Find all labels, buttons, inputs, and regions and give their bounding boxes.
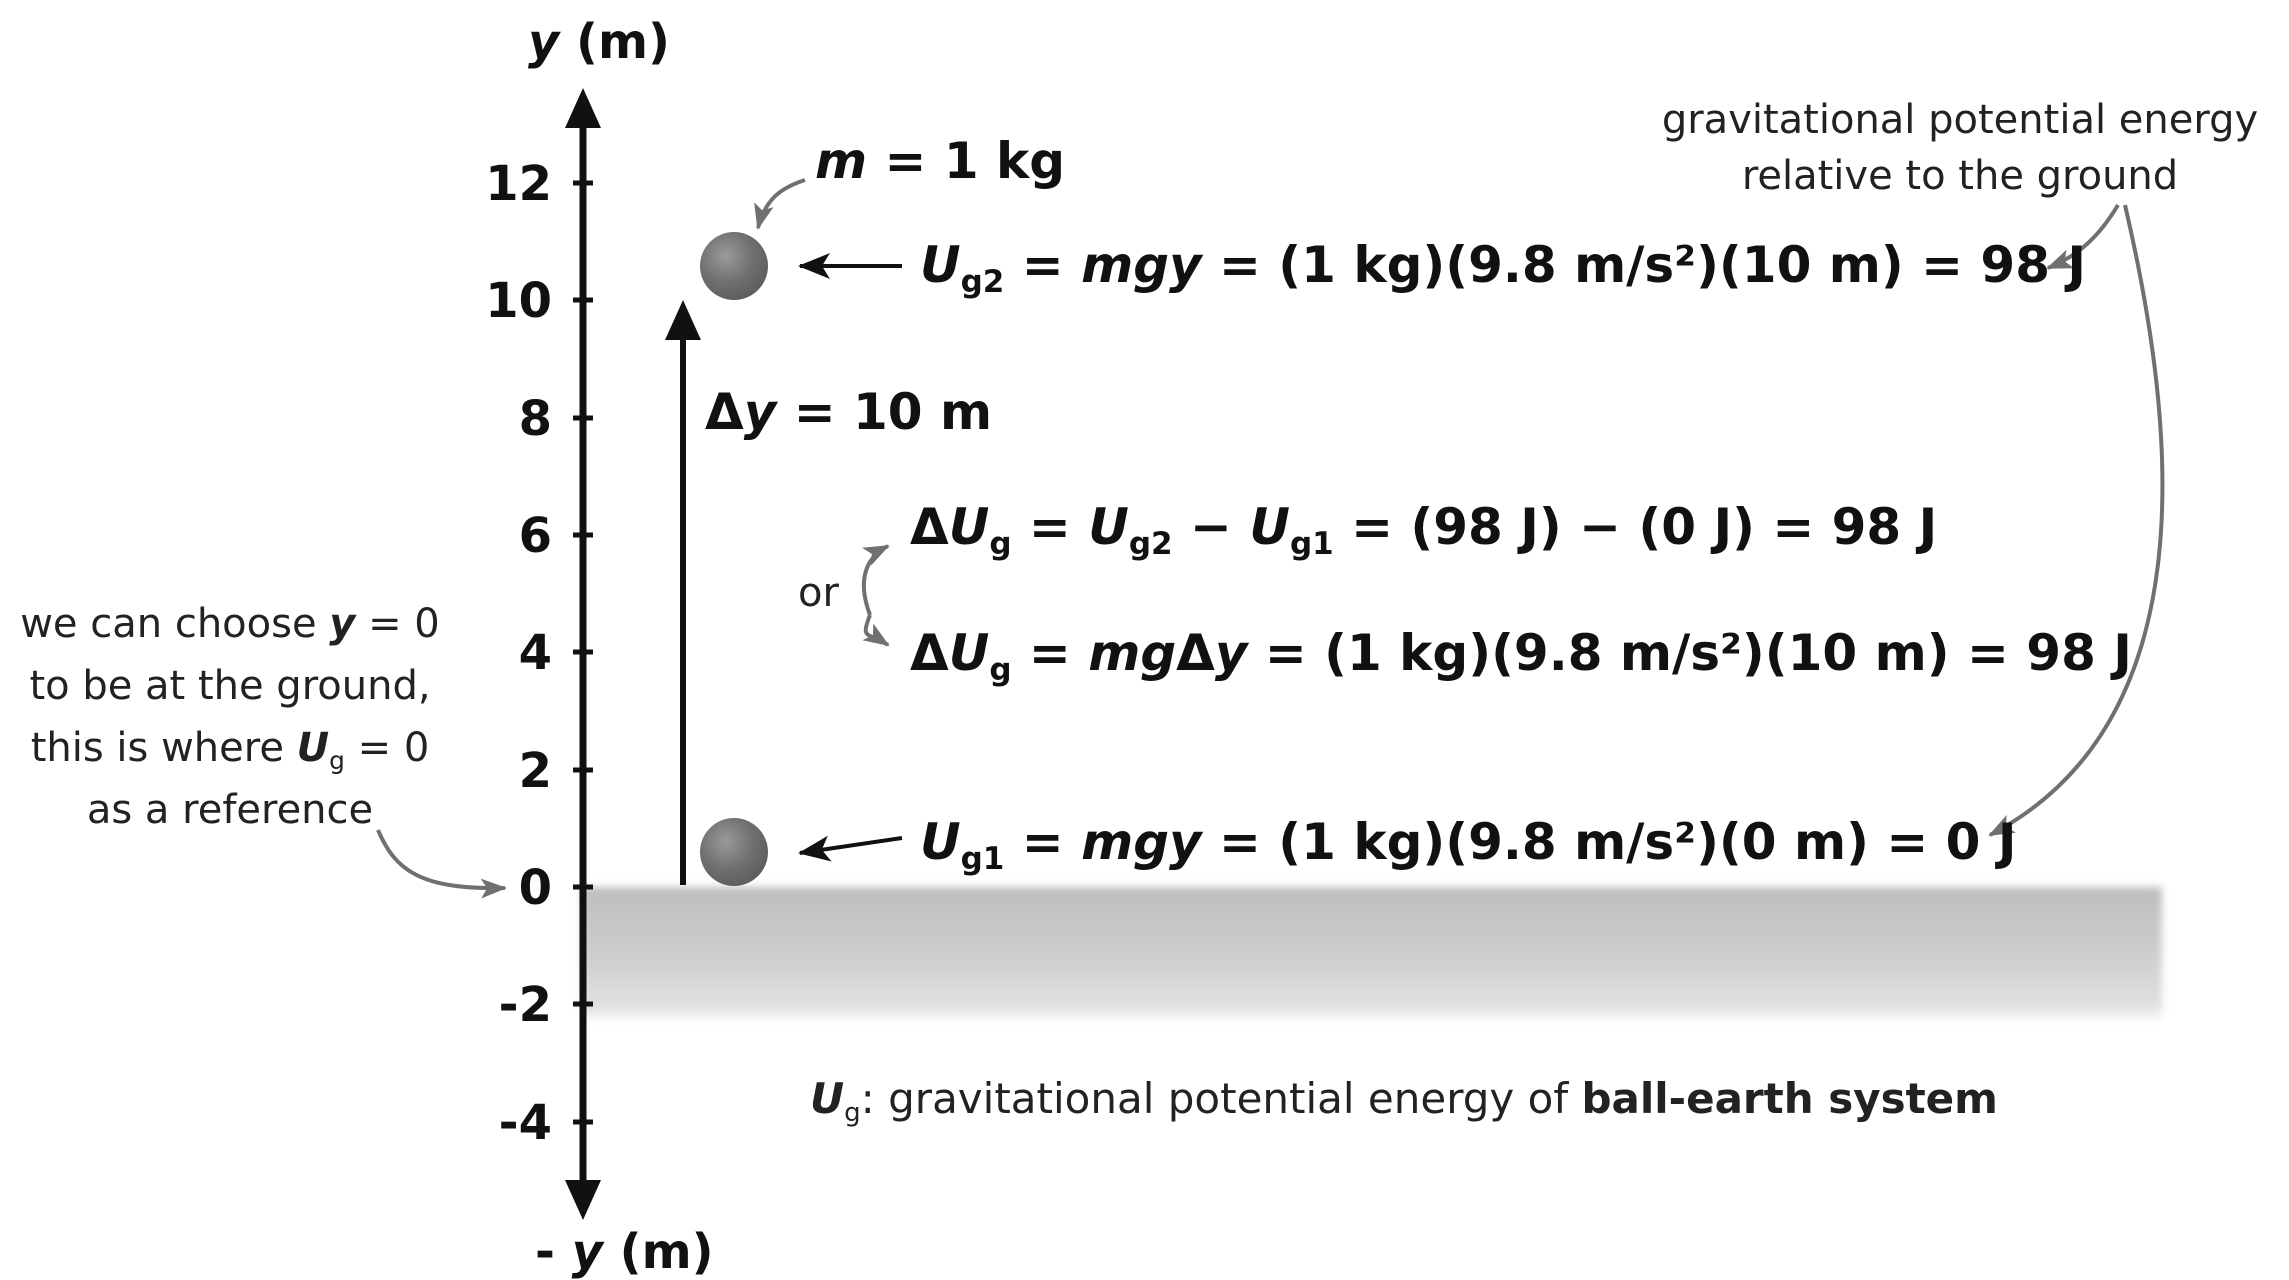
tick-label: 6	[518, 508, 552, 564]
note-right-arrow-to-ug1	[1988, 204, 2165, 837]
ball-top	[700, 232, 768, 300]
or-arrow-up	[861, 544, 890, 616]
y-axis-arrow-down	[565, 1180, 601, 1220]
tick-label: 0	[518, 860, 552, 916]
tick-label: 4	[518, 625, 552, 681]
or-label: or	[798, 570, 839, 616]
tick-label: 12	[485, 156, 552, 212]
delta-ug-equation-1: ΔUg = Ug2 − Ug1 = (98 J) − (0 J) = 98 J	[910, 498, 1938, 562]
delta-y-label: Δy = 10 m	[705, 383, 993, 441]
ug2-equation: Ug2 = mgy = (1 kg)(9.8 m/s²)(10 m) = 98 …	[920, 236, 2087, 300]
note-left-line3: this is where Ug = 0	[30, 725, 430, 775]
y-axis-bottom-label: - y (m)	[535, 1224, 714, 1280]
ug1-pointer-arrow	[798, 835, 903, 862]
caption-prefix: : gravitational potential energy of	[860, 1074, 1582, 1123]
y-axis-arrow-up	[565, 88, 601, 128]
note-left-line4: as a reference	[86, 787, 374, 833]
delta-ug-equation-2: ΔUg = mgΔy = (1 kg)(9.8 m/s²)(10 m) = 98…	[910, 624, 2132, 688]
y-axis-top-label: y (m)	[528, 14, 670, 70]
caption: Ug: gravitational potential energy of ba…	[810, 1074, 1998, 1129]
delta-y-arrow-head	[665, 300, 701, 340]
tick-label: -4	[498, 1095, 552, 1151]
tick-label: 2	[518, 743, 552, 799]
mass-label: m = 1 kg	[815, 132, 1066, 190]
note-right-arrow-to-ug2	[2046, 203, 2120, 270]
tick-label: -2	[498, 977, 552, 1033]
ground-region	[582, 887, 2162, 1022]
note-left-line1: we can choose y = 0	[20, 601, 440, 647]
tick-label: 10	[485, 273, 552, 329]
tick-label: 8	[518, 391, 552, 447]
mass-pointer-arrow	[754, 178, 806, 230]
y-axis-tick-marks	[573, 180, 593, 1125]
or-arrow-down	[862, 614, 890, 647]
note-right-line2: relative to the ground	[1741, 153, 2179, 199]
caption-bold: ball-earth system	[1581, 1074, 1998, 1123]
note-right-line1: gravitational potential energy	[1661, 97, 2259, 143]
ball-bottom	[700, 818, 768, 886]
ug1-equation: Ug1 = mgy = (1 kg)(9.8 m/s²)(0 m) = 0 J	[920, 813, 2017, 877]
note-left-line2: to be at the ground,	[29, 663, 431, 709]
note-left-arrow-to-origin	[376, 829, 507, 899]
